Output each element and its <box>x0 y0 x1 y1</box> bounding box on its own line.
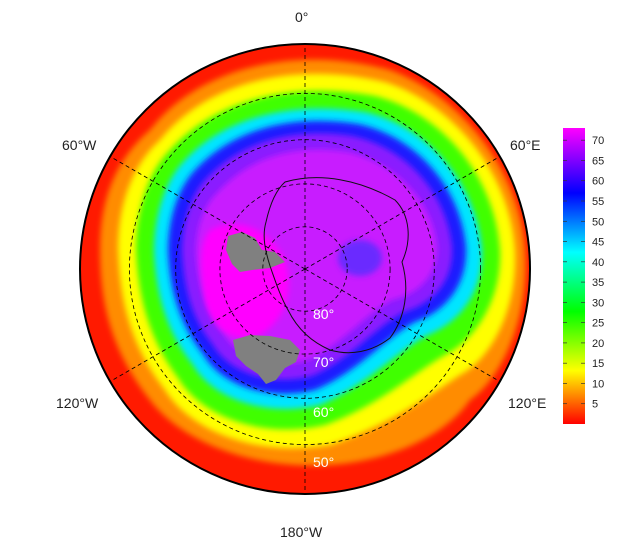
colorbar-gradient <box>563 128 585 424</box>
colorbar-tick-label: 10 <box>592 379 604 391</box>
colorbar: 5 10 15 20 25 30 35 40 45 50 55 60 65 70 <box>563 128 604 424</box>
band-deep-violet <box>338 240 382 276</box>
meridian-line <box>304 268 501 382</box>
colorbar-tick-label: 30 <box>592 297 604 309</box>
latitude-labels: 80° 70° 60° 50° <box>313 306 334 470</box>
lon-label-120w: 120°W <box>56 395 99 411</box>
longitude-grid <box>109 44 501 494</box>
colorbar-tick-label: 5 <box>592 399 598 411</box>
lat-label-70: 70° <box>313 354 334 370</box>
colorbar-tick-label: 60 <box>592 176 604 188</box>
meridian-line <box>109 156 306 270</box>
data-field <box>80 44 530 494</box>
land-antarctic-peninsula <box>226 232 285 272</box>
land-south-america <box>233 335 300 384</box>
lon-label-120e: 120°E <box>508 395 546 411</box>
colorbar-tick-label: 40 <box>592 257 604 269</box>
colorbar-tick-label: 20 <box>592 338 604 350</box>
lon-label-60e: 60°E <box>510 137 541 153</box>
colorbar-tick-label: 45 <box>592 237 604 249</box>
map-boundary <box>79 43 531 495</box>
colorbar-ticks: 5 10 15 20 25 30 35 40 45 50 55 60 65 70 <box>563 135 604 411</box>
colorbar-tick-label: 50 <box>592 216 604 228</box>
colorbar-tick-label: 15 <box>592 358 604 370</box>
colorbar-tick-label: 35 <box>592 277 604 289</box>
lat-label-60: 60° <box>313 404 334 420</box>
colorbar-tick-label: 55 <box>592 196 604 208</box>
colorbar-tick-label: 70 <box>592 135 604 147</box>
lon-label-180w: 180°W <box>280 524 323 540</box>
colorbar-tick-label: 65 <box>592 155 604 167</box>
lon-label-60w: 60°W <box>62 137 97 153</box>
lat-label-80: 80° <box>313 306 334 322</box>
colorbar-tick-label: 25 <box>592 318 604 330</box>
lon-label-0: 0° <box>295 9 308 25</box>
meridian-line <box>109 268 306 382</box>
meridian-line <box>304 156 501 270</box>
longitude-labels: 0° 60°E 120°E 180°W 120°W 60°W <box>56 9 546 540</box>
coastline-antarctica <box>263 177 409 354</box>
lat-label-50: 50° <box>313 454 334 470</box>
